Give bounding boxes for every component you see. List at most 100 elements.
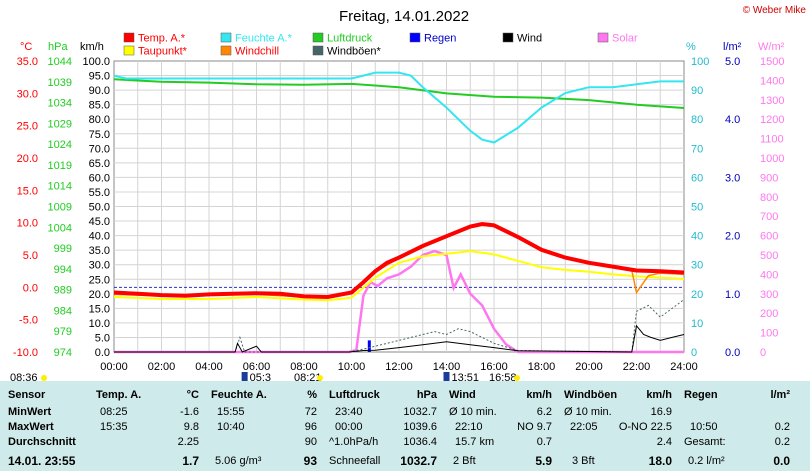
solar-tick-label: 1400 <box>760 75 784 87</box>
stats-hum-unit: % <box>307 389 317 401</box>
stats-gust-unit: km/h <box>646 389 672 401</box>
stats-sensor-header: Sensor <box>8 389 46 401</box>
stats-gust-avg10-label: Ø 10 min. <box>564 406 612 418</box>
stats-press-header: Luftdruck <box>329 389 380 401</box>
pressure-tick-label: 1044 <box>48 56 72 68</box>
legend-swatch <box>123 32 135 43</box>
x-tick-label: 10:00 <box>338 361 366 373</box>
wind-tick-label: 40.0 <box>89 231 110 243</box>
wind-tick-label: 75.0 <box>89 129 110 141</box>
temp-tick-label: 30.0 <box>17 88 38 100</box>
wind-tick-label: 45.0 <box>89 216 110 228</box>
humidity-tick-label: 70 <box>691 143 703 155</box>
wind-tick-label: 20.0 <box>89 289 110 301</box>
wind-tick-label: 15.0 <box>89 303 110 315</box>
temp-tick-label: 5.0 <box>23 250 38 262</box>
stats-hum-now-val: 93 <box>303 454 317 468</box>
temperature-line <box>113 221 685 300</box>
pressure-tick-label: 1014 <box>48 181 72 193</box>
x-tick-label: 24:00 <box>670 361 698 373</box>
x-tick-label: 12:00 <box>385 361 413 373</box>
pressure-tick-label: 1019 <box>48 160 72 172</box>
x-tick-label: 16:00 <box>480 361 508 373</box>
legend-swatch <box>312 45 324 56</box>
stats-gust-bft: 3 Bft <box>572 455 595 467</box>
humidity-tick-label: 10 <box>691 318 703 330</box>
stats-gust-now-val: 18.0 <box>648 454 672 468</box>
wind-line <box>114 324 685 353</box>
legend-label: Taupunkt* <box>138 46 188 58</box>
stats-temp-max-val: 9.8 <box>183 421 199 433</box>
axis-ticks: 35.0 30.0 25.0 20.0 15.0 10.0 5.0 0.0 -5.0 -10.0 1… <box>13 56 785 373</box>
temp-tick-label: 25.0 <box>17 121 38 133</box>
weather-chart: Freitag, 14.01.2022 © Weber Mike Temp. A… <box>10 5 807 381</box>
x-tick-label: 02:00 <box>148 361 176 373</box>
stats-temp-min-time: 08:25 <box>100 406 128 418</box>
stats-col-pressure: Luftdruck hPa 23:40 1032.7 00:00 1039.6 … <box>323 381 443 471</box>
stats-rain-now-val: 0.0 <box>773 454 790 468</box>
pressure-tick-label: 1039 <box>48 77 72 89</box>
stats-hum-min-val: 72 <box>304 406 317 418</box>
stats-wind-header: Wind <box>449 389 476 401</box>
wind-tick-label: 10.0 <box>89 318 110 330</box>
solar-tick-label: 1300 <box>760 95 784 107</box>
stats-wind-avg-val: 0.7 <box>536 436 552 448</box>
humidity-line <box>113 71 684 144</box>
stats-hum-max-time: 10:40 <box>217 421 245 433</box>
solar-tick-label: 200 <box>760 308 778 320</box>
x-tick-label: 06:00 <box>243 361 271 373</box>
humidity-tick-label: 30 <box>691 260 703 272</box>
wind-tick-label: 50.0 <box>89 202 110 214</box>
legend-label: Solar <box>612 33 638 45</box>
solar-tick-label: 800 <box>760 192 778 204</box>
pressure-tick-label: 999 <box>54 243 72 255</box>
copyright-link[interactable]: © Weber Mike <box>743 5 807 16</box>
wind-tick-label: 60.0 <box>89 172 110 184</box>
wind-tick-label: 5.0 <box>95 332 110 344</box>
stats-temp-max-time: 15:35 <box>100 421 128 433</box>
stats-temp-now-val: 1.7 <box>182 454 199 468</box>
stats-hum-max-val: 96 <box>304 421 317 433</box>
stats-temp-min-val: -1.6 <box>180 406 199 418</box>
solar-tick-label: 1000 <box>760 153 784 165</box>
pressure-tick-label: 989 <box>54 285 72 297</box>
rain-tick-label: 3.0 <box>725 172 740 184</box>
solar-tick-label: 100 <box>760 328 778 340</box>
stats-temp-header: Temp. A. <box>96 389 142 401</box>
stats-press-now-val: 1032.7 <box>400 454 437 468</box>
x-tick-label: 22:00 <box>623 361 651 373</box>
temp-tick-label: 20.0 <box>17 153 38 165</box>
wind-tick-label: 0.0 <box>95 347 110 359</box>
wind-tick-label: 80.0 <box>89 114 110 126</box>
stats-rain-total-label: Gesamt: <box>684 436 726 448</box>
wind-tick-label: 70.0 <box>89 143 110 155</box>
pressure-tick-label: 1029 <box>48 118 72 130</box>
legend-swatch <box>220 32 232 43</box>
sunset-icon <box>443 372 450 381</box>
wind-axis-unit: km/h <box>80 41 104 53</box>
stats-col-gust: Windböen km/h Ø 10 min. 16.9 22:05 O-NO … <box>558 381 678 471</box>
rain-bar <box>367 340 371 352</box>
pressure-line <box>113 78 685 109</box>
stats-hum-header: Feuchte A. <box>211 389 267 401</box>
solar-tick-label: 400 <box>760 269 778 281</box>
sun-dot-icon <box>317 375 323 381</box>
solar-tick-label: 900 <box>760 172 778 184</box>
pressure-tick-label: 984 <box>54 305 72 317</box>
series-layer <box>113 71 685 354</box>
wind-tick-label: 65.0 <box>89 158 110 170</box>
x-tick-label: 04:00 <box>195 361 223 373</box>
temp-tick-label: 35.0 <box>17 56 38 68</box>
pressure-tick-label: 974 <box>54 347 72 359</box>
stats-rain-max-time: 10:50 <box>690 421 718 433</box>
stats-wind-unit: km/h <box>526 389 552 401</box>
legend-label: Windböen* <box>327 46 382 58</box>
sunset-time-2: 16:58 <box>489 372 517 381</box>
temp-tick-label: 0.0 <box>23 282 38 294</box>
stats-gust-max-time: 22:05 <box>570 421 598 433</box>
stats-panel: Sensor MinWert MaxWert Durchschnitt 14.0… <box>0 381 810 471</box>
humidity-tick-label: 20 <box>691 289 703 301</box>
stats-press-trend: ^1.0hPa/h <box>329 436 379 448</box>
sunset-time: 13:51 <box>452 372 480 381</box>
pressure-tick-label: 994 <box>54 264 72 276</box>
